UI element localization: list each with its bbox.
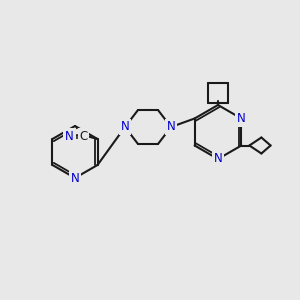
Text: C: C bbox=[80, 130, 88, 142]
Text: N: N bbox=[65, 130, 74, 142]
Text: N: N bbox=[70, 172, 80, 184]
Text: N: N bbox=[167, 121, 176, 134]
Text: N: N bbox=[237, 112, 246, 125]
Text: N: N bbox=[214, 152, 222, 166]
Text: N: N bbox=[121, 121, 129, 134]
